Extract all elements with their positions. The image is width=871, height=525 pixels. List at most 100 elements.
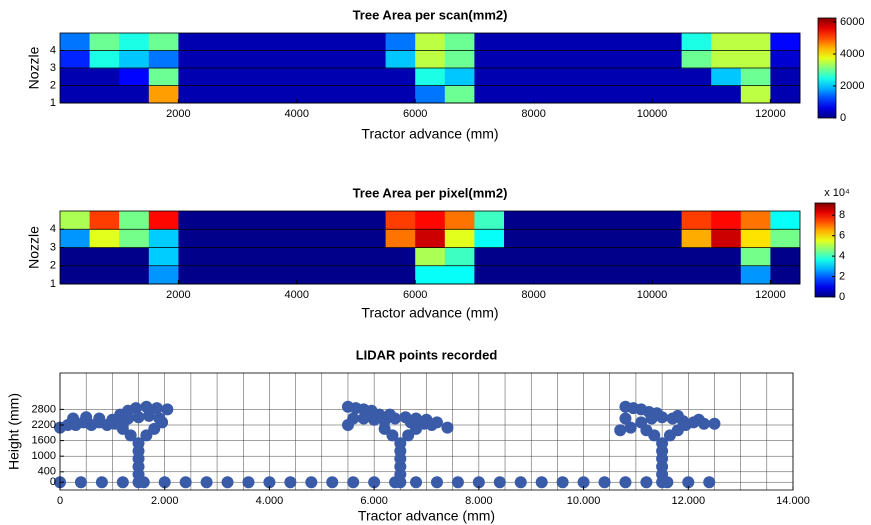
heat-cell [385, 50, 416, 69]
x-tick-label: 14.000 [776, 495, 810, 507]
heat-cell [267, 211, 298, 230]
heat-cell [89, 68, 120, 86]
heat-cell [592, 33, 623, 51]
x-tick-label: 4.000 [256, 495, 284, 507]
x-tick-label: 12000 [755, 289, 786, 301]
lidar-point [708, 417, 721, 430]
colorbar-tick-label: 4 [839, 250, 845, 262]
heat-cell [770, 229, 801, 248]
heat-cell [652, 265, 682, 285]
x-tick-label: 6000 [403, 108, 427, 120]
lidar-point [682, 476, 695, 489]
heat-cell [415, 85, 446, 104]
heat-cell [415, 211, 446, 230]
lidar-point [137, 476, 150, 489]
heat-cell [119, 85, 150, 104]
heat-cell [652, 68, 682, 86]
heat-cell [267, 247, 298, 267]
heat-cell [60, 68, 90, 86]
heat-cell [592, 247, 623, 267]
heat-cell [533, 265, 564, 285]
lidar-point [161, 403, 174, 416]
heat-cell [622, 265, 653, 285]
colorbar-tick-label: 2 [839, 270, 845, 282]
heat-cell [563, 85, 594, 104]
lidar-point [451, 476, 464, 489]
heat-cell [60, 265, 90, 285]
heat-cell [178, 33, 209, 51]
heat-cell [622, 85, 653, 104]
heat-cell [504, 68, 534, 86]
heat-cell [89, 265, 120, 285]
heat-cell [444, 211, 475, 230]
heat-cell [711, 50, 742, 69]
heat-cell [119, 211, 150, 230]
heat-cell [148, 211, 179, 230]
heat-cell [563, 50, 594, 69]
x-tick-label: 10.000 [567, 495, 601, 507]
colorbar-tick-label: 8 [839, 209, 845, 221]
colorbar-tick-label: 0 [839, 291, 845, 303]
lidar-point [425, 419, 438, 431]
lidar-point [389, 476, 402, 489]
lidar-point [284, 476, 297, 489]
heat-cell [770, 211, 801, 230]
x-tick-label: 8.000 [465, 495, 493, 507]
lidar-point [368, 476, 381, 489]
heat-cell [711, 85, 742, 104]
heat-cell [652, 211, 682, 230]
heat-cell [237, 247, 268, 267]
heat-cell [740, 68, 771, 86]
heat-cell [533, 68, 564, 86]
lidar-point [132, 411, 145, 424]
lidar-point [430, 476, 443, 489]
lidar-point [577, 476, 590, 489]
lidar-point [656, 437, 669, 450]
heat-cell [208, 33, 238, 51]
heat-cell [326, 85, 357, 104]
lidar-point [650, 407, 663, 420]
heat-cell [267, 85, 298, 104]
heat-cell [385, 247, 416, 267]
heat-cell [681, 68, 712, 86]
heat-cell [356, 265, 386, 285]
heat-cell [178, 211, 209, 230]
y-axis-label: Nozzle [26, 226, 42, 269]
y-tick-label: 2200 [32, 419, 56, 431]
lidar-point [671, 409, 684, 422]
heat-cell [267, 33, 298, 51]
lidar-point [140, 400, 153, 413]
heat-cell [563, 33, 594, 51]
heat-cell [740, 50, 771, 69]
x-tick-label: 4000 [285, 289, 309, 301]
lidar-point [619, 476, 632, 489]
heat-cell [474, 68, 505, 86]
heat-cell [89, 247, 120, 267]
chart-title: Tree Area per scan(mm2) [353, 7, 508, 22]
lidar-point [326, 476, 339, 489]
heat-cell [89, 50, 120, 69]
heat-cell [237, 265, 268, 285]
heat-cell [385, 33, 416, 51]
lidar-point [556, 476, 569, 489]
heat-cell [326, 265, 357, 285]
heat-cell [326, 229, 357, 248]
y-tick-label: 2800 [32, 403, 56, 415]
heat-cell [237, 68, 268, 86]
heat-cell [267, 265, 298, 285]
heat-cell [267, 229, 298, 248]
heat-cell [711, 33, 742, 51]
heat-cell [622, 33, 653, 51]
heat-cell [592, 265, 623, 285]
heat-cell [237, 50, 268, 69]
heat-cell [681, 265, 712, 285]
heat-cell [89, 33, 120, 51]
x-tick-label: 2.000 [151, 495, 179, 507]
heat-cell [563, 247, 594, 267]
lidar-point [116, 419, 129, 431]
heat-cell [474, 211, 505, 230]
heat-cell [356, 229, 386, 248]
heat-cell [237, 33, 268, 51]
heat-cell [296, 50, 327, 69]
heat-cell [119, 229, 150, 248]
